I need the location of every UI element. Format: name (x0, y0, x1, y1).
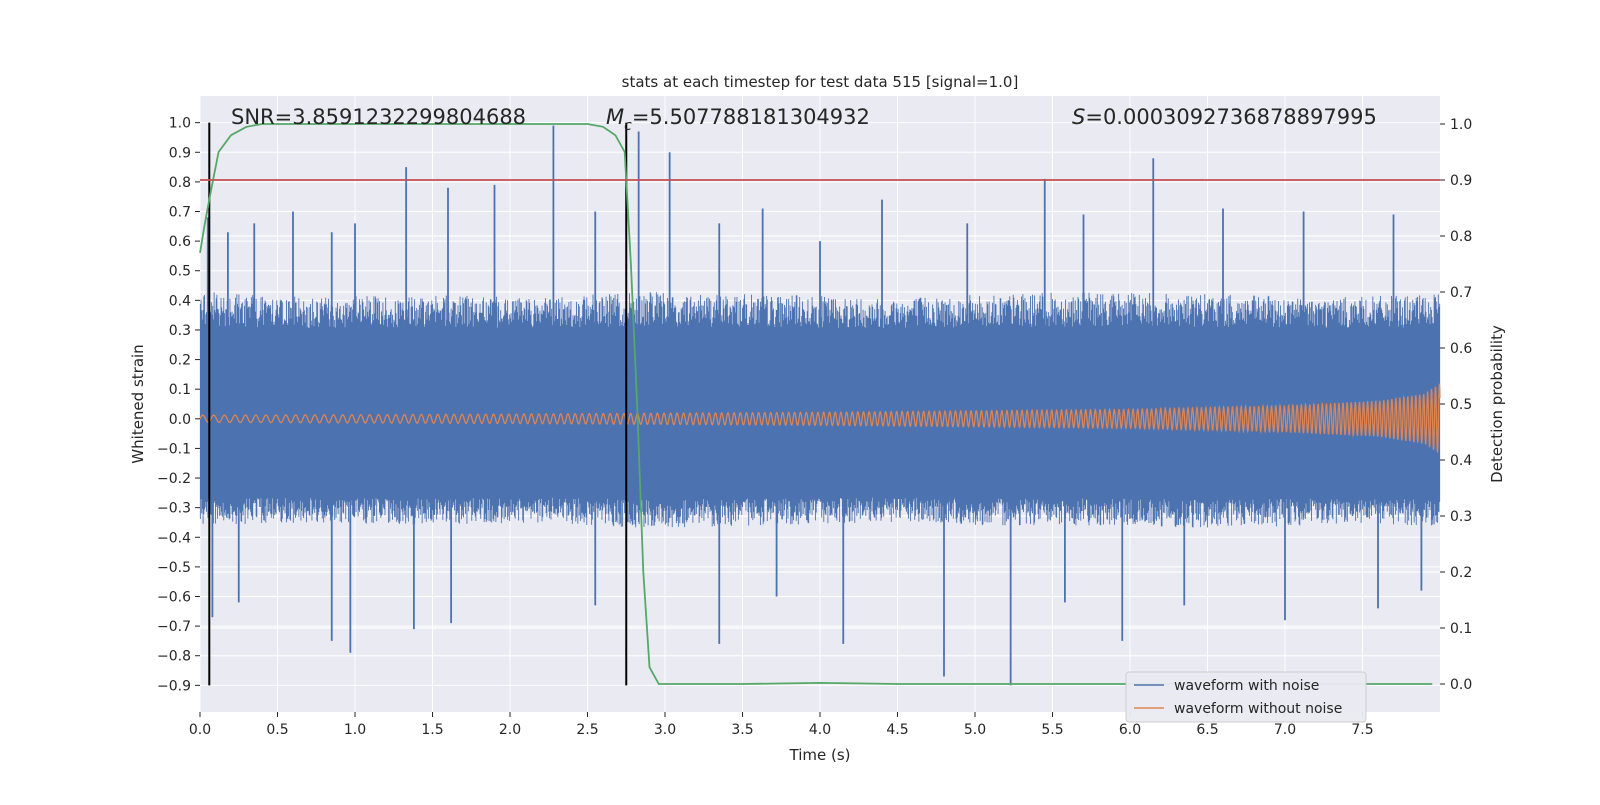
chart-title: stats at each timestep for test data 515… (622, 73, 1019, 91)
y-tick-label-right: 0.2 (1450, 565, 1472, 581)
y-tick-label-left: 0.1 (169, 382, 191, 398)
s-stat-symbol: S (1072, 105, 1085, 129)
chirp-mass-subscript: c (624, 118, 632, 134)
y-tick-label-right: 0.4 (1450, 453, 1472, 469)
y-axis-label-left: Whitened strain (129, 344, 147, 463)
probability-path (199, 123, 1433, 685)
detection-probability-line (199, 123, 1433, 685)
y-tick-label-left: 0.0 (169, 412, 191, 428)
y-tick-label-left: 0.4 (169, 293, 191, 309)
x-tick-label: 6.0 (1119, 722, 1141, 738)
x-tick-label: 3.0 (654, 722, 676, 738)
y-axis-label-right: Detection probability (1488, 325, 1506, 483)
y-tick-label-left: 0.7 (169, 205, 191, 221)
y-tick-label-left: 0.5 (169, 264, 191, 280)
clean-waveform-path (199, 383, 1441, 453)
snr-label: SNR=3.8591232299804688 (231, 105, 526, 129)
y-tick-label-left: −0.2 (157, 471, 191, 487)
y-ticks-right: 1.0 0.9 0.8 0.7 0.6 0.5 0.4 0.3 0.2 0.1 0.0 (1440, 117, 1472, 693)
x-tick-label: 6.5 (1196, 722, 1218, 738)
y-tick-label-right: 1.0 (1450, 117, 1472, 133)
legend: waveform with noise waveform without noi… (1125, 671, 1367, 723)
x-tick-label: 2.0 (499, 722, 521, 738)
y-tick-label-right: 0.7 (1450, 285, 1472, 301)
x-tick-label: 0.0 (189, 722, 211, 738)
legend-label-noise: waveform with noise (1174, 678, 1319, 694)
y-tick-label-left: 1.0 (169, 116, 191, 132)
y-tick-label-right: 0.3 (1450, 509, 1472, 525)
x-tick-label: 1.0 (344, 722, 366, 738)
legend-label-clean: waveform without noise (1174, 701, 1342, 717)
legend-box (1125, 671, 1367, 723)
x-tick-label: 7.0 (1274, 722, 1296, 738)
clean-waveform (199, 383, 1441, 453)
y-tick-label-right: 0.9 (1450, 173, 1472, 189)
y-tick-label-right: 0.6 (1450, 341, 1472, 357)
x-tick-label: 1.5 (421, 722, 443, 738)
chirp-mass-symbol: M (606, 105, 624, 129)
y-tick-label-right: 0.1 (1450, 621, 1472, 637)
x-tick-label: 0.5 (266, 722, 288, 738)
y-tick-label-right: 0.8 (1450, 229, 1472, 245)
s-stat-value: =0.0003092736878897995 (1085, 105, 1377, 129)
y-tick-label-left: 0.6 (169, 234, 191, 250)
y-tick-label-left: −0.7 (157, 619, 191, 635)
x-axis-label: Time (s) (789, 746, 851, 764)
y-tick-label-left: −0.6 (157, 590, 191, 606)
y-tick-label-left: −0.3 (157, 501, 191, 517)
y-tick-label-left: −0.8 (157, 649, 191, 665)
vertical-markers (208, 122, 628, 686)
x-tick-label: 2.5 (576, 722, 598, 738)
x-tick-label: 4.0 (809, 722, 831, 738)
chirp-mass-value: =5.507788181304932 (632, 105, 870, 129)
y-tick-label-left: 0.9 (169, 145, 191, 161)
y-tick-label-right: 0.5 (1450, 397, 1472, 413)
y-tick-label-left: 0.2 (169, 353, 191, 369)
y-ticks-left: 1.0 0.9 0.8 0.7 0.6 0.5 0.4 0.3 0.2 0.1 0.0 −0.1 −0.… (157, 116, 200, 694)
x-tick-label: 7.5 (1351, 722, 1373, 738)
y-tick-label-left: −0.5 (157, 560, 191, 576)
s-stat-label: S=0.0003092736878897995 (1072, 105, 1377, 129)
y-tick-label-right: 0.0 (1450, 677, 1472, 693)
x-tick-label: 5.0 (964, 722, 986, 738)
y-tick-label-left: 0.3 (169, 323, 191, 339)
y-tick-label-left: −0.4 (157, 530, 191, 546)
x-tick-label: 5.5 (1041, 722, 1063, 738)
x-tick-label: 3.5 (731, 722, 753, 738)
y-tick-label-left: −0.9 (157, 678, 191, 694)
chirp-mass-label: Mc=5.507788181304932 (606, 105, 870, 134)
x-tick-label: 4.5 (886, 722, 908, 738)
y-tick-label-left: 0.8 (169, 175, 191, 191)
y-tick-label-left: −0.1 (157, 441, 191, 457)
